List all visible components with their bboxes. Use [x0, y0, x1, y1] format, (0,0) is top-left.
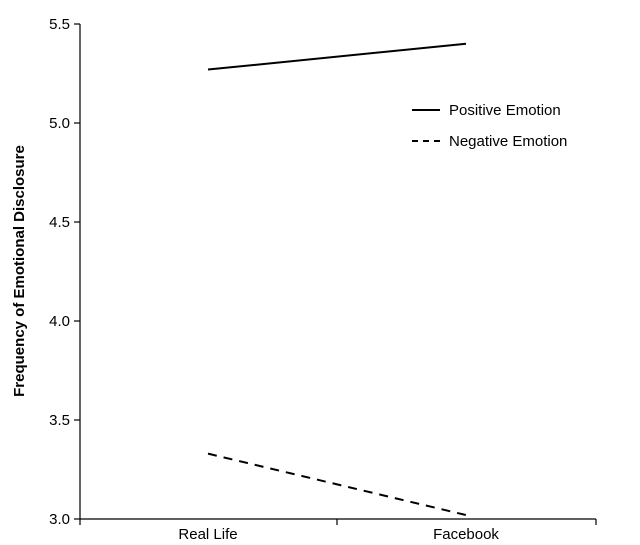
y-tick-label-5: 5.5 [49, 16, 70, 33]
y-axis-ticks [74, 23, 80, 520]
y-tick-label-4: 5.0 [49, 115, 70, 132]
y-tick-label-1: 3.5 [49, 412, 70, 429]
x-tick-label-1: Facebook [433, 526, 499, 543]
y-tick-label-3: 4.5 [49, 214, 70, 231]
x-tick-label-0: Real Life [178, 526, 237, 543]
series-lines [207, 42, 467, 517]
series-line-negative-emotion [207, 452, 467, 517]
series-line-positive-emotion [207, 42, 467, 71]
legend-label-negative-emotion: Negative Emotion [449, 133, 567, 150]
y-axis-tick-labels: 3.0 3.5 4.0 4.5 5.0 5.5 [49, 16, 70, 528]
y-tick-label-2: 4.0 [49, 313, 70, 330]
legend-label-positive-emotion: Positive Emotion [449, 102, 561, 119]
x-axis-tick-labels: Real Life Facebook [178, 526, 499, 543]
x-axis-ticks [79, 519, 597, 525]
y-tick-label-0: 3.0 [49, 511, 70, 528]
legend: Positive Emotion Negative Emotion [412, 102, 567, 150]
y-axis-title: Frequency of Emotional Disclosure [11, 145, 28, 397]
